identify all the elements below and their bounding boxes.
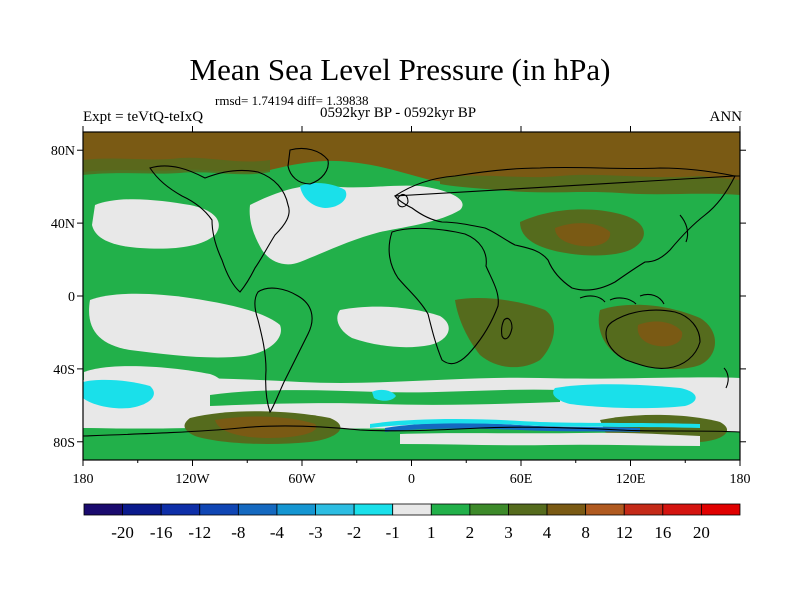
colorbar-label: -3: [308, 523, 322, 542]
x-tick-label: 120W: [175, 472, 210, 487]
y-tick-label: 40S: [53, 363, 75, 378]
antarctica-coast: [83, 425, 740, 437]
colorbar-swatch: [392, 503, 432, 516]
southern-cyan-west: [83, 379, 154, 409]
colorbar-swatch: [353, 503, 394, 516]
australia-brown: [637, 321, 683, 347]
madagascar-coast: [501, 317, 513, 340]
colorbar-swatch: [623, 503, 664, 516]
africa-olive: [455, 298, 555, 368]
colorbar-swatch: [546, 503, 587, 516]
south-atlantic-gray: [337, 306, 449, 348]
y-tick-label: 40N: [51, 217, 75, 232]
australia-coast: [605, 309, 701, 369]
colorbar: -20 -16 -12 -8 -4 -3 -2 -1 1 2 3 4 8 12 16 20: [83, 503, 741, 542]
colorbar-label: 4: [543, 523, 552, 542]
colorbar-swatch: [701, 503, 741, 516]
colorbar-swatch: [430, 503, 471, 516]
colorbar-label: 3: [504, 523, 513, 542]
antarctica-brown: [215, 416, 317, 438]
antarctica-gray-shelf: [400, 432, 700, 446]
colorbar-swatch: [469, 503, 509, 516]
colorbar-label: -4: [270, 523, 285, 542]
north-america-coast: [149, 165, 290, 293]
colorbar-label: 8: [581, 523, 590, 542]
colorbar-label: -2: [347, 523, 361, 542]
arctic-high: [83, 132, 740, 188]
stats-text: rmsd= 1.74194 diff= 1.39838: [215, 93, 369, 108]
colorbar-label: -12: [188, 523, 211, 542]
nw-pacific-gray: [92, 199, 219, 249]
north-atlantic-gray: [249, 185, 463, 265]
colorbar-swatch: [83, 503, 123, 516]
antarctica-cyan-edge: [370, 419, 700, 428]
colorbar-label: -16: [150, 523, 173, 542]
colorbar-label: 2: [466, 523, 475, 542]
colorbar-swatch: [662, 503, 702, 516]
new-zealand-coast: [723, 367, 729, 389]
colorbar-swatch: [160, 503, 201, 516]
eurasia-coast: [393, 166, 740, 291]
greenland-coast: [287, 147, 329, 185]
colorbar-label: 12: [616, 523, 633, 542]
colorbar-swatch: [276, 503, 316, 516]
arctic-fringe: [83, 157, 270, 175]
map-title: Mean Sea Level Pressure (in hPa): [189, 52, 611, 87]
x-tick-label: 180: [73, 472, 94, 487]
pressure-field: [83, 132, 740, 460]
y-axis: 80N 40N 0 40S 80S: [51, 144, 746, 451]
japan-coast: [679, 214, 689, 243]
southern-cyan-spot: [372, 389, 396, 401]
colorbar-label: 16: [654, 523, 671, 542]
colorbar-swatch: [315, 503, 355, 516]
colorbar-swatch: [585, 503, 625, 516]
colorbar-swatch: [237, 503, 278, 516]
x-axis: 180 120W 60W 0 60E 120E 180: [73, 126, 751, 487]
uk-coast: [397, 193, 409, 208]
africa-coast: [388, 227, 499, 365]
colorbar-label: 1: [427, 523, 436, 542]
x-tick-label: 60W: [288, 472, 316, 487]
period-label: 0592kyr BP - 0592kyr BP: [320, 105, 477, 121]
experiment-label: Expt = teVtQ-teIxQ: [83, 109, 204, 125]
east-pacific-gray: [89, 293, 281, 358]
asia-brown: [555, 223, 611, 247]
colorbar-label: -8: [231, 523, 245, 542]
y-tick-label: 80N: [51, 144, 75, 159]
coastlines: [83, 147, 740, 437]
colorbar-swatch: [199, 503, 239, 516]
colorbar-swatch: [122, 503, 162, 516]
indonesia-coast: [579, 293, 665, 305]
season-label: ANN: [709, 109, 743, 125]
x-tick-label: 120E: [616, 472, 646, 487]
x-tick-label: 60E: [510, 472, 533, 487]
southern-cyan-east: [553, 384, 696, 409]
y-tick-label: 0: [68, 290, 75, 305]
south-america-coast: [254, 287, 313, 414]
colorbar-label: 20: [693, 523, 710, 542]
x-tick-label: 0: [408, 472, 415, 487]
colorbar-label: -20: [111, 523, 134, 542]
y-tick-label: 80S: [53, 436, 75, 451]
colorbar-label: -1: [386, 523, 400, 542]
colorbar-swatch: [508, 503, 548, 516]
x-tick-label: 180: [730, 472, 751, 487]
north-atlantic-cyan: [300, 183, 347, 208]
